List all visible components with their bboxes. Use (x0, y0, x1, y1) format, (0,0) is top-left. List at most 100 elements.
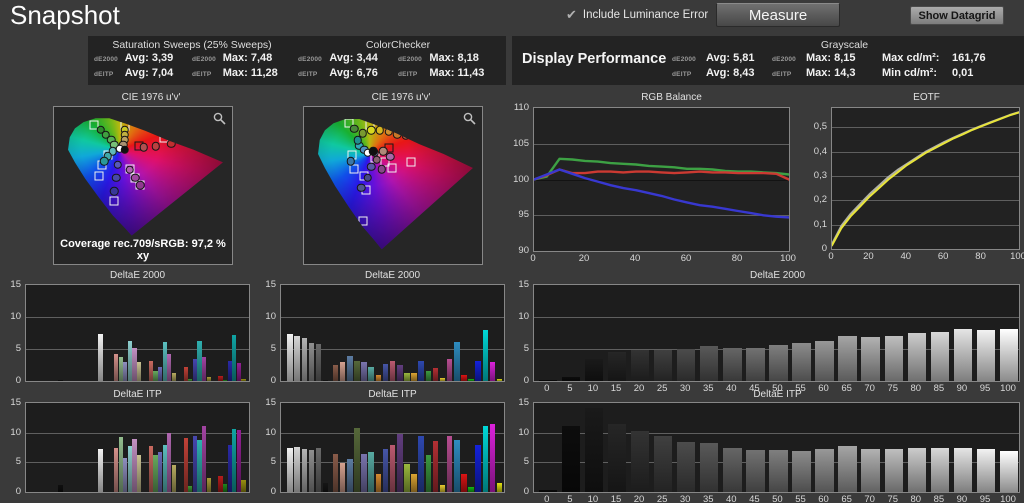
bar (468, 486, 474, 492)
bar (404, 373, 410, 381)
bar (162, 445, 167, 492)
bar (489, 424, 496, 492)
bar (354, 360, 360, 381)
bar (136, 454, 142, 492)
x-axis-label: 20 (863, 251, 874, 262)
measure-button[interactable]: Measure (716, 3, 840, 27)
bar (301, 448, 308, 492)
bar (418, 360, 424, 381)
deitp-avg-value: Avg: 6,76 (329, 67, 378, 79)
bar (183, 366, 188, 381)
chart-title: DeltaE ITP (113, 389, 162, 400)
bar (930, 331, 950, 381)
zoom-icon[interactable] (213, 112, 226, 125)
bar (98, 448, 103, 492)
de2000-sweeps-chart: DeltaE 2000 0 5 10 15 (0, 270, 252, 388)
x-axis-label: 10 (587, 494, 599, 503)
bar (206, 377, 211, 381)
x-axis-label: 85 (933, 383, 945, 394)
deitp-colorchecker-chart: DeltaE ITP 0 5 10 15 (255, 389, 507, 503)
bar (232, 334, 237, 381)
bar (361, 454, 367, 492)
y-axis-label: 5 (15, 343, 21, 354)
y-axis-label: 15 (10, 397, 21, 408)
bar (368, 451, 374, 492)
bar (454, 341, 460, 381)
y-axis-label: 0,1 (813, 218, 827, 230)
y-axis-label: 15 (265, 279, 276, 290)
measured-marker (130, 173, 140, 182)
target-marker (108, 222, 118, 232)
chart-title: EOTF (913, 92, 940, 103)
bar-plot (533, 402, 1020, 493)
bar (227, 445, 232, 492)
x-axis-label: 65 (841, 383, 852, 394)
y-axis-label: 90 (518, 245, 529, 256)
bar (418, 435, 424, 492)
bar (653, 436, 673, 492)
x-axis-label: 85 (933, 494, 945, 503)
x-axis-label: 60 (818, 383, 829, 394)
bar (153, 454, 158, 492)
bar (432, 440, 439, 492)
de2000-label: dE2000 (94, 56, 118, 63)
bar (446, 358, 453, 381)
target-marker (442, 128, 452, 138)
measured-marker (379, 146, 388, 156)
measured-marker (349, 124, 359, 134)
bar (769, 345, 788, 381)
y-axis-label: 10 (265, 426, 276, 438)
bar (114, 447, 119, 492)
measured-marker (120, 145, 130, 155)
bar (158, 366, 163, 381)
cie-plot (303, 106, 483, 265)
zoom-icon[interactable] (463, 112, 476, 125)
bar (425, 370, 432, 381)
bar (930, 448, 950, 492)
bar (561, 377, 581, 381)
target-marker (183, 135, 193, 145)
y-axis-label: 100 (513, 173, 529, 185)
bar (482, 329, 489, 381)
deitp-label: dEITP (94, 71, 114, 78)
bar (468, 379, 474, 381)
y-axis-label: 0 (270, 375, 276, 386)
x-axis-label: 25 (656, 494, 668, 503)
y-axis-label: 0 (523, 375, 529, 386)
measured-marker (139, 143, 148, 152)
bar (287, 448, 293, 492)
deitp-avg-value: Avg: 7,04 (124, 67, 174, 79)
de2000-max-value: Max: 8,18 (429, 52, 479, 64)
bar (496, 482, 503, 492)
deitp-max-value: Max: 11,43 (429, 67, 485, 79)
bar (538, 490, 558, 492)
x-axis-label: 60 (937, 251, 949, 262)
bar (315, 343, 322, 381)
chart-title: DeltaE ITP (368, 389, 417, 400)
bar (183, 438, 188, 492)
bar (132, 348, 137, 381)
chart-title: DeltaE ITP (753, 389, 802, 400)
min-cdm2-value: 0,01 (952, 67, 974, 79)
y-axis-label: 0 (15, 375, 21, 386)
measured-marker (384, 127, 393, 136)
deitp-label: dEITP (398, 71, 418, 78)
x-axis-label: 100 (780, 253, 796, 264)
x-axis-label: 70 (864, 383, 875, 394)
measured-marker (113, 160, 123, 170)
bar (171, 372, 176, 381)
bar (630, 430, 650, 492)
bar (127, 341, 133, 381)
chart-title: DeltaE 2000 (109, 270, 166, 281)
x-axis-label: 55 (795, 383, 806, 394)
include-luminance-checkbox[interactable]: ✔ Include Luminance Error (566, 7, 708, 23)
show-datagrid-button[interactable]: Show Datagrid (910, 6, 1004, 25)
bar (347, 356, 353, 381)
chart-title: CIE 1976 u'v' (371, 92, 431, 103)
bar (584, 358, 604, 381)
bar (294, 446, 300, 492)
x-axis-label: 60 (818, 494, 829, 503)
bar (287, 333, 293, 381)
measured-marker (111, 173, 121, 182)
bar (322, 483, 329, 492)
